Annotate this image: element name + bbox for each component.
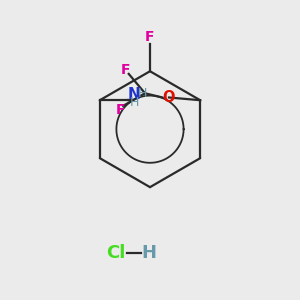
Text: F: F (121, 63, 130, 77)
Text: H: H (138, 87, 148, 100)
Text: O: O (163, 90, 175, 105)
Text: N: N (128, 87, 140, 102)
Text: H: H (141, 244, 156, 262)
Text: F: F (116, 103, 125, 117)
Text: Cl: Cl (106, 244, 125, 262)
Text: H: H (129, 96, 139, 109)
Text: F: F (145, 30, 155, 44)
